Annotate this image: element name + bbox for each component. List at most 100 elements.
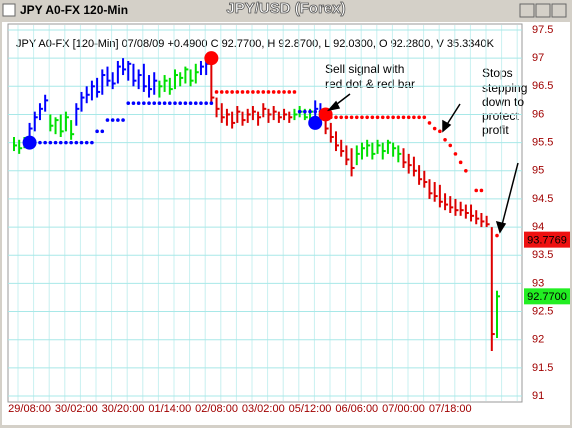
window-title: JPY A0-FX 120-Min xyxy=(20,3,128,17)
price-tag-label: 92.7700 xyxy=(527,291,567,303)
stop-dot xyxy=(380,115,385,120)
stop-dot xyxy=(464,168,468,173)
stop-dot xyxy=(162,101,167,105)
maximize-button[interactable] xyxy=(535,3,551,18)
stop-dot xyxy=(417,115,421,120)
stop-dot xyxy=(90,140,94,145)
y-tick-label: 96.5 xyxy=(532,80,553,92)
stop-dot xyxy=(110,118,115,122)
stop-dot xyxy=(152,101,157,105)
stop-dot xyxy=(142,101,146,105)
stop-dot xyxy=(354,115,359,120)
stop-dot xyxy=(43,140,47,145)
title-bar xyxy=(2,2,570,20)
y-tick-label: 95.5 xyxy=(532,137,553,149)
stop-dot xyxy=(458,160,463,165)
minimize-button[interactable] xyxy=(519,3,535,18)
stop-dot xyxy=(282,90,286,94)
plot-area xyxy=(7,23,523,403)
signal-dot xyxy=(204,51,219,66)
annotation: profit xyxy=(482,123,509,137)
stop-dot xyxy=(438,129,442,134)
stop-dot xyxy=(199,101,203,105)
stop-dot xyxy=(209,101,214,105)
stop-dot xyxy=(360,115,364,120)
stop-dot xyxy=(386,115,390,120)
stop-dot xyxy=(188,101,193,105)
stop-dot xyxy=(313,109,318,114)
stop-dot xyxy=(375,115,380,120)
x-tick-label: 07/18:00 xyxy=(429,403,472,415)
stop-dot xyxy=(422,115,427,120)
stop-dot xyxy=(256,90,260,94)
y-tick-label: 91.5 xyxy=(532,362,553,374)
price-tag-label: 93.7769 xyxy=(527,235,567,247)
stop-dot xyxy=(365,115,369,120)
stop-dot xyxy=(349,115,354,120)
x-tick-label: 02/08:00 xyxy=(195,403,238,415)
stop-dot xyxy=(412,115,416,120)
stop-dot xyxy=(235,90,240,94)
stop-dot xyxy=(193,101,198,105)
stop-dot xyxy=(74,140,79,145)
stop-dot xyxy=(297,109,302,114)
signal-dot xyxy=(308,115,323,130)
x-tick-label: 29/08:00 xyxy=(8,403,51,415)
annotation: Sell signal with xyxy=(325,62,404,76)
stop-dot xyxy=(432,126,437,131)
annotation: Stops xyxy=(482,66,513,80)
stop-dot xyxy=(214,90,219,94)
y-tick-label: 93.5 xyxy=(532,249,553,261)
stop-dot xyxy=(131,101,136,105)
stop-dot xyxy=(230,90,234,94)
stop-dot xyxy=(79,140,84,145)
info-line: JPY A0-FX [120-Min] 07/08/09 +0.4900 C 9… xyxy=(16,38,495,50)
stop-dot xyxy=(303,109,307,114)
chart-title: JPY/USD (Forex) xyxy=(226,0,345,17)
stop-dot xyxy=(225,90,229,94)
stop-dot xyxy=(344,115,349,120)
x-tick-label: 03/02:00 xyxy=(242,403,285,415)
x-tick-label: 30/20:00 xyxy=(102,403,145,415)
y-tick-label: 92.5 xyxy=(532,305,553,317)
stop-dot xyxy=(53,140,58,145)
stop-dot xyxy=(479,188,484,193)
stop-dot xyxy=(495,233,499,238)
stop-dot xyxy=(474,188,479,193)
y-tick-label: 91 xyxy=(532,390,544,402)
stop-dot xyxy=(406,115,411,120)
stop-dot xyxy=(427,121,432,125)
stop-dot xyxy=(100,129,105,134)
stop-dot xyxy=(116,118,120,122)
y-tick-label: 97 xyxy=(532,52,544,64)
stop-dot xyxy=(370,115,375,120)
x-tick-label: 06/06:00 xyxy=(335,403,378,415)
stop-dot xyxy=(334,115,338,120)
stop-dot xyxy=(308,109,312,114)
stop-dot xyxy=(136,101,141,105)
stop-dot xyxy=(287,90,292,94)
y-tick-label: 94.5 xyxy=(532,193,553,205)
stop-dot xyxy=(84,140,89,145)
annotation: protect xyxy=(482,109,519,123)
stop-dot xyxy=(401,115,406,120)
arrow-head xyxy=(495,220,507,234)
stop-dot xyxy=(277,90,281,94)
price-tag xyxy=(524,288,570,305)
stop-dot xyxy=(58,140,63,145)
y-tick-label: 97.5 xyxy=(532,24,553,36)
stop-dot xyxy=(105,118,110,122)
close-button[interactable] xyxy=(551,3,567,18)
stop-dot xyxy=(448,143,453,148)
stop-dot xyxy=(64,140,68,145)
stop-dot xyxy=(183,101,188,105)
stop-dot xyxy=(271,90,276,94)
stop-dot xyxy=(48,140,53,145)
annotation: red dot & red bar xyxy=(325,77,415,91)
stop-dot xyxy=(240,90,245,94)
stop-dot xyxy=(292,90,297,94)
y-tick-label: 93 xyxy=(532,277,544,289)
x-tick-label: 07/00:00 xyxy=(382,403,425,415)
x-tick-label: 30/02:00 xyxy=(55,403,98,415)
